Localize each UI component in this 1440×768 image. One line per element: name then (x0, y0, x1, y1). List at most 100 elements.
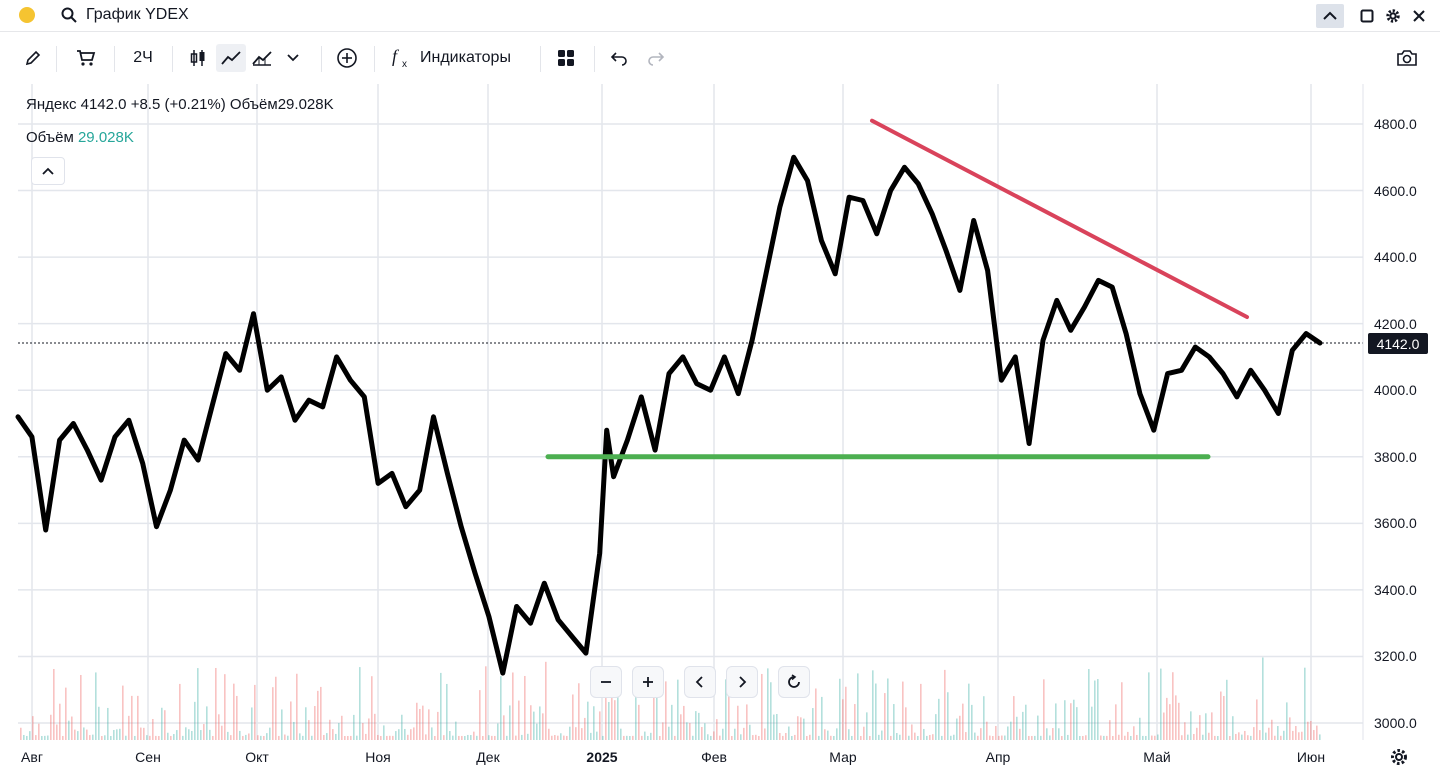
close-icon[interactable] (1405, 4, 1433, 28)
legend-collapse-button[interactable] (31, 157, 65, 185)
reset-icon (788, 674, 800, 688)
toolbar-divider (114, 46, 115, 72)
add-compare-icon[interactable] (333, 44, 361, 72)
volume-bar (800, 717, 802, 740)
volume-bar (1319, 734, 1321, 740)
volume-bar (53, 668, 55, 740)
volume-bar (776, 714, 778, 740)
volume-bar (1004, 735, 1006, 740)
volume-bar (971, 704, 973, 740)
volume-bar (452, 735, 454, 740)
volume-bar (1181, 735, 1183, 740)
time-axis-tick: Окт (245, 749, 269, 765)
volume-bar (1118, 734, 1120, 740)
zoom-in-button[interactable] (632, 666, 664, 698)
volume-bar (1028, 735, 1030, 740)
volume-bar (872, 670, 874, 740)
pencil-icon[interactable] (20, 44, 46, 72)
layout-grid-icon[interactable] (552, 44, 580, 72)
volume-bar (446, 683, 448, 740)
scroll-right-button[interactable] (726, 666, 758, 698)
collapse-window-button[interactable] (1316, 4, 1344, 28)
volume-bar (890, 735, 892, 740)
legend-volume-label: Объём (229, 96, 278, 113)
volume-bar (1007, 726, 1009, 740)
volume-bar (1082, 735, 1084, 740)
volume-bar (773, 714, 775, 740)
volume-bar (416, 702, 418, 740)
volume-bar (545, 661, 547, 740)
time-axis-tick: Дек (476, 749, 500, 765)
volume-bar (233, 683, 235, 740)
volume-bar (1316, 725, 1318, 740)
volume-bar (1157, 734, 1159, 740)
reset-chart-button[interactable] (778, 666, 810, 698)
volume-bar (833, 735, 835, 740)
volume-bar (494, 735, 496, 740)
chevron-up-icon (42, 167, 54, 175)
volume-bar (1070, 703, 1072, 740)
volume-bar (671, 704, 673, 740)
chart-settings-icon[interactable] (1388, 746, 1410, 768)
settings-gear-icon[interactable] (1379, 4, 1407, 28)
volume-bar (911, 724, 913, 740)
volume-bar (737, 705, 739, 740)
volume-bar (131, 695, 133, 740)
volume-bar (899, 734, 901, 740)
volume-bar (92, 734, 94, 740)
volume-bar (1241, 734, 1243, 740)
volume-bar (965, 732, 967, 740)
redo-icon[interactable] (643, 44, 669, 72)
volume-bar (1139, 717, 1141, 740)
camera-icon[interactable] (1393, 44, 1421, 72)
scroll-left-button[interactable] (684, 666, 716, 698)
volume-bar (863, 726, 865, 740)
volume-bar (443, 735, 445, 740)
volume-bar (71, 716, 73, 740)
area-chart-icon[interactable] (249, 44, 275, 72)
volume-bar (1043, 679, 1045, 740)
volume-bar (1163, 712, 1165, 740)
volume-bar (953, 734, 955, 740)
cart-icon[interactable] (72, 44, 100, 72)
volume-bar (731, 735, 733, 740)
volume-bar (266, 733, 268, 740)
volume-bar (713, 731, 715, 740)
volume-bar (542, 713, 544, 740)
volume-bar (215, 667, 217, 740)
volume-bar (602, 735, 604, 740)
volume-bar (296, 673, 298, 740)
volume-bar (1199, 715, 1201, 740)
volume-bar (1136, 734, 1138, 740)
volume-bar (968, 683, 970, 740)
candles-icon[interactable] (184, 44, 212, 72)
volume-bar (1187, 734, 1189, 740)
volume-bar (974, 732, 976, 740)
volume-bar (59, 703, 61, 740)
line-chart-icon[interactable] (216, 44, 246, 72)
volume-bar (1079, 735, 1081, 740)
volume-bar (686, 722, 688, 740)
volume-bar (35, 735, 37, 740)
chevron-down-icon[interactable] (281, 44, 305, 72)
volume-bar (557, 735, 559, 740)
volume-bar (440, 672, 442, 740)
interval-button[interactable]: 2Ч (126, 44, 160, 72)
zoom-out-button[interactable] (590, 666, 622, 698)
volume-bar (995, 725, 997, 740)
volume-bar (464, 736, 466, 740)
volume-bar (572, 694, 574, 740)
search-icon[interactable] (60, 6, 78, 24)
undo-icon[interactable] (606, 44, 632, 72)
volume-bar (599, 711, 601, 740)
maximize-button[interactable] (1353, 4, 1381, 28)
volume-bar (719, 735, 721, 740)
volume-bar (527, 733, 529, 740)
volume-bar (710, 735, 712, 740)
volume-bar (1085, 735, 1087, 740)
resistance-trendline[interactable] (870, 118, 1249, 320)
volume-bar (1025, 704, 1027, 740)
